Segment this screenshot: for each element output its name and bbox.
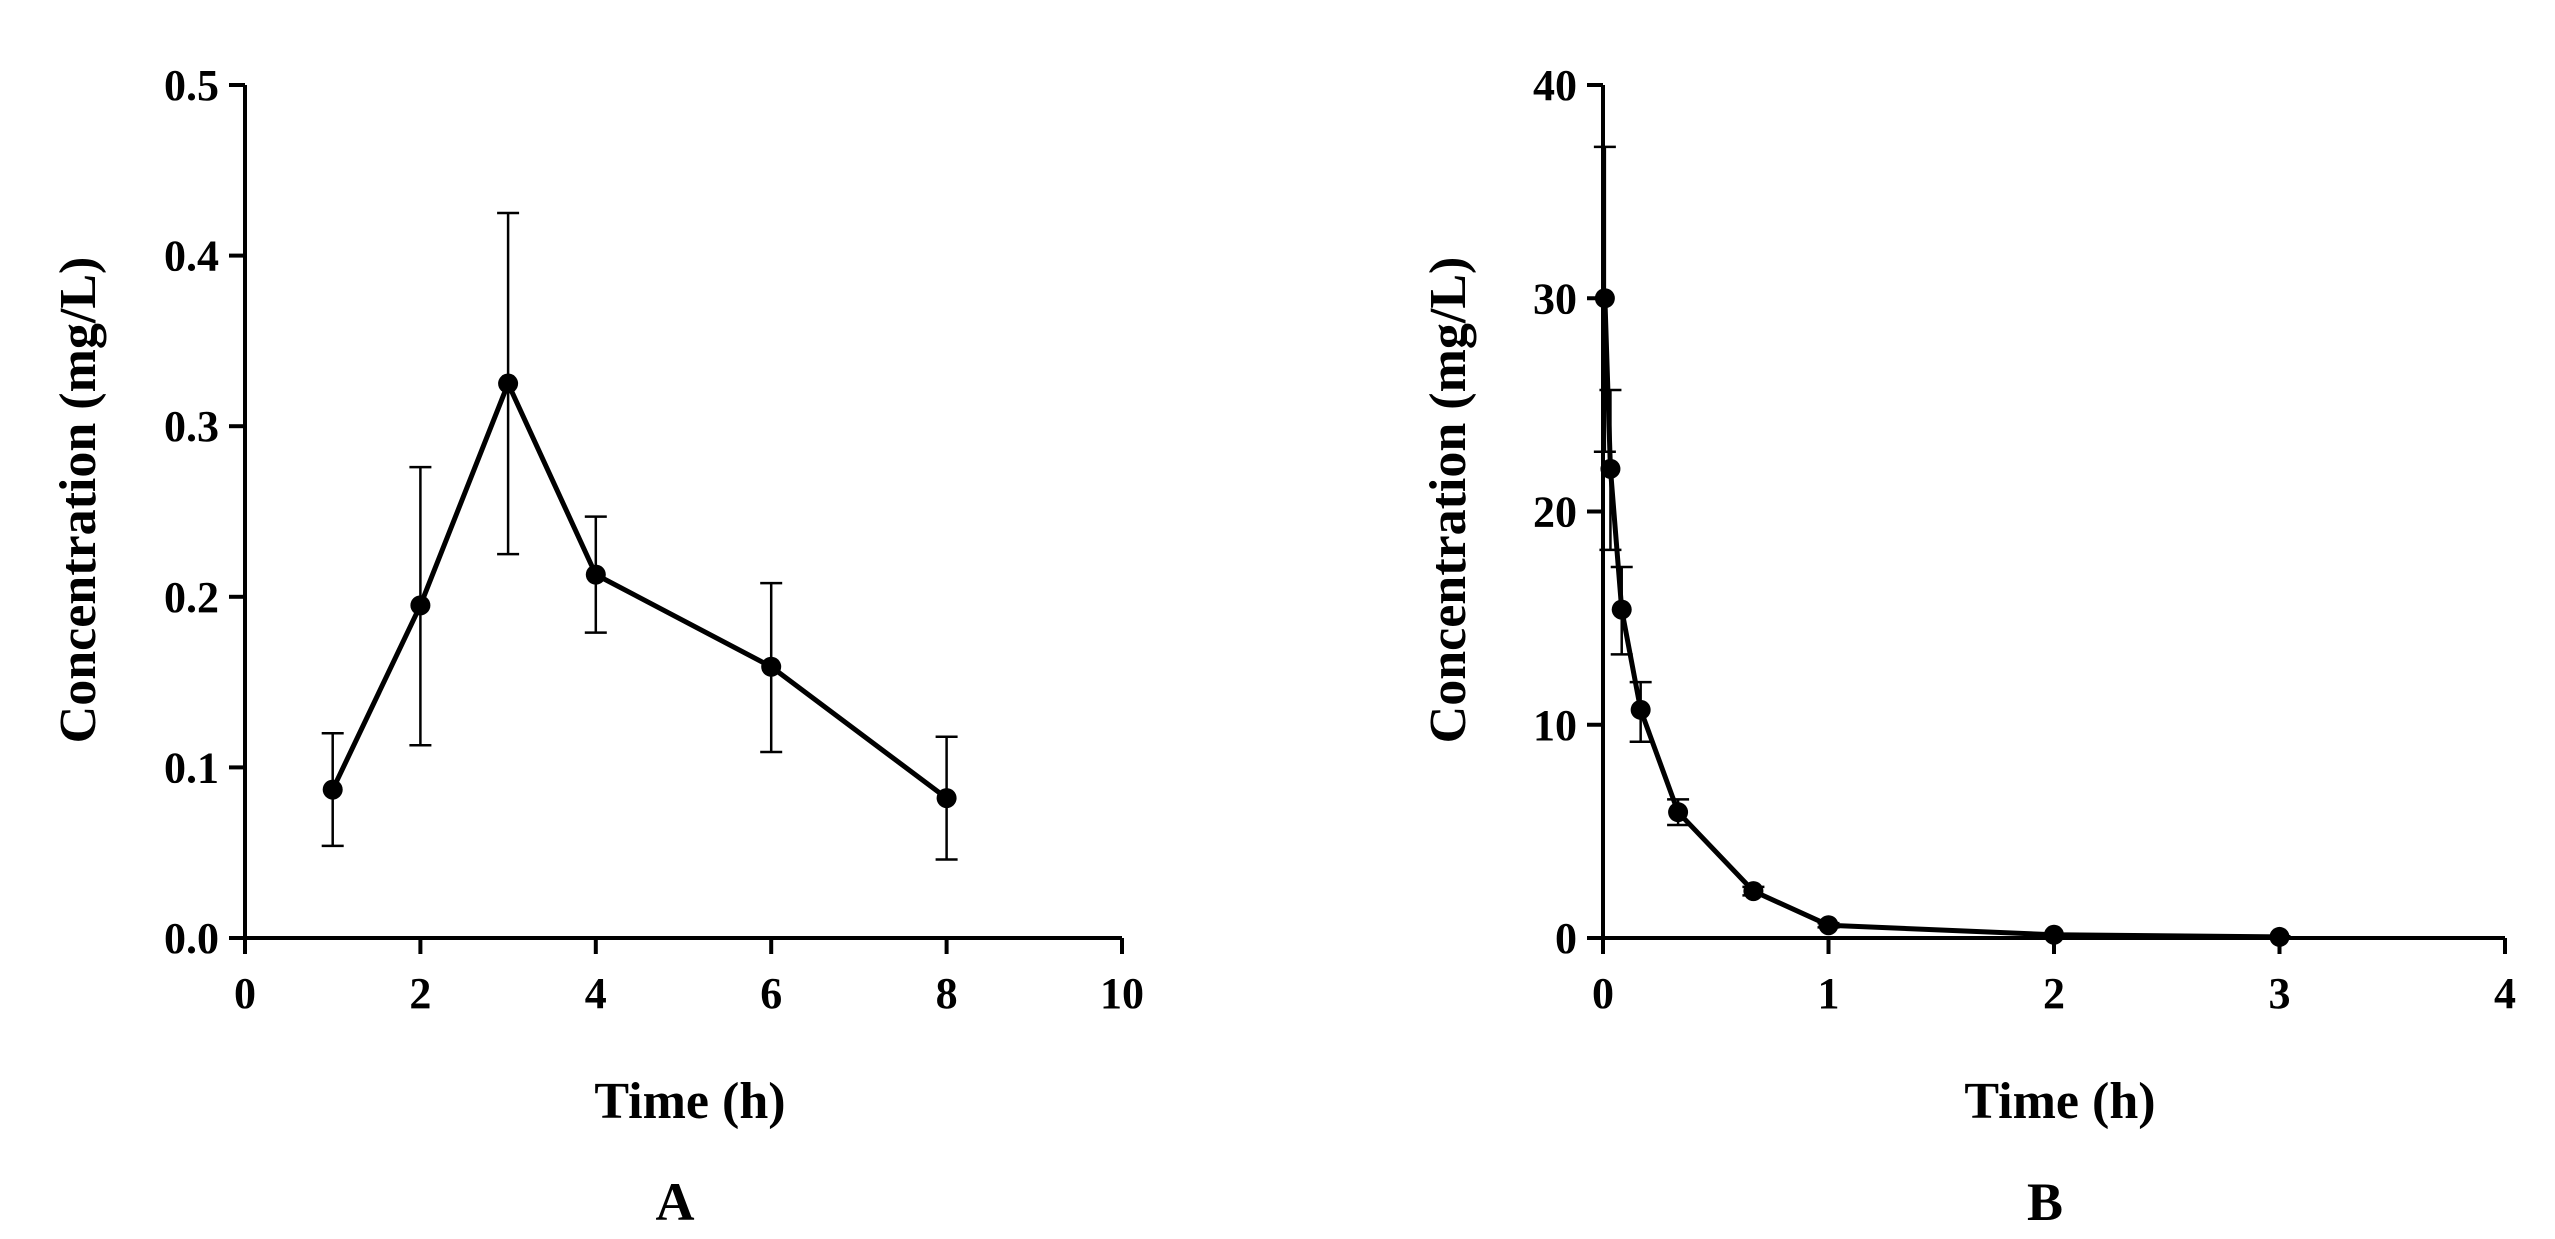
- panel-b-data-point: [1630, 699, 1651, 720]
- panel-b-data-point: [1818, 915, 1839, 936]
- panel-a-x-tick-label: 6: [760, 969, 782, 1018]
- panel-a-data-point: [936, 788, 957, 809]
- panel-b-data-point: [2269, 926, 2290, 947]
- panel-a-y-tick-label: 0.1: [164, 743, 219, 792]
- panel-b-x-tick-label: 0: [1592, 969, 1614, 1018]
- panel-a-series-line: [330, 381, 949, 801]
- panel-a-data-point: [410, 595, 431, 616]
- panel-b-data-point: [1594, 288, 1615, 309]
- panel-b-data-point: [1743, 881, 1764, 902]
- panel-b-y-tick-label: 0: [1555, 914, 1577, 963]
- panel-a-data-point: [761, 656, 782, 677]
- panel-b-x-tick-label: 4: [2494, 969, 2516, 1018]
- panel-b-y-tick-label: 30: [1533, 274, 1577, 323]
- panel-a-y-tick-label: 0.0: [164, 914, 219, 963]
- panel-a-y-tick-label: 0.4: [164, 232, 219, 281]
- panel-b-data-point: [2044, 924, 2064, 945]
- panel-b-x-axis-title: Time (h): [1964, 1073, 2155, 1130]
- panel-a-y-tick-label: 0.2: [164, 573, 219, 622]
- panel-b-x-tick-label: 1: [1818, 969, 1840, 1018]
- panel-a-label: A: [656, 1172, 695, 1232]
- panel-a-x-tick-label: 10: [1100, 969, 1144, 1018]
- panel-a-x-axis-title: Time (h): [594, 1073, 785, 1130]
- panel-a-y-axis-title: Concentration (mg/L): [50, 257, 107, 744]
- panel-b-y-tick-label: 20: [1533, 488, 1577, 537]
- panel-a-x-tick-label: 2: [409, 969, 431, 1018]
- panel-a-chart: A Time (h) Concentration (mg/L) 0.0 0.1 0.…: [50, 61, 1144, 1232]
- panel-a-x-tick-label: 4: [585, 969, 607, 1018]
- panel-a-x-tick-label: 0: [234, 969, 256, 1018]
- panel-b-data-point: [1600, 458, 1621, 479]
- panel-b-y-axis-title: Concentration (mg/L): [1420, 257, 1477, 744]
- panel-b-x-tick-label: 3: [2269, 969, 2291, 1018]
- panel-b-data-point: [1611, 599, 1632, 620]
- panel-b-y-tick-label: 40: [1533, 61, 1577, 110]
- panel-b-y-tick-label: 10: [1533, 701, 1577, 750]
- panel-a-data-point: [322, 779, 343, 800]
- panel-b-label: B: [2027, 1172, 2063, 1232]
- panel-a-y-tick-label: 0.3: [164, 402, 219, 451]
- panel-b-series-line: [1602, 298, 2280, 940]
- panel-a-y-tick-label: 0.5: [164, 61, 219, 110]
- panel-b-data-point: [1668, 802, 1689, 823]
- panel-a-data-point: [585, 564, 606, 585]
- panel-b-x-tick-label: 2: [2043, 969, 2065, 1018]
- panel-a-x-tick-label: 8: [936, 969, 958, 1018]
- panel-a-data-point: [498, 373, 519, 394]
- panel-b-chart: B Time (h) Concentration (mg/L) 01020304…: [1420, 61, 2516, 1232]
